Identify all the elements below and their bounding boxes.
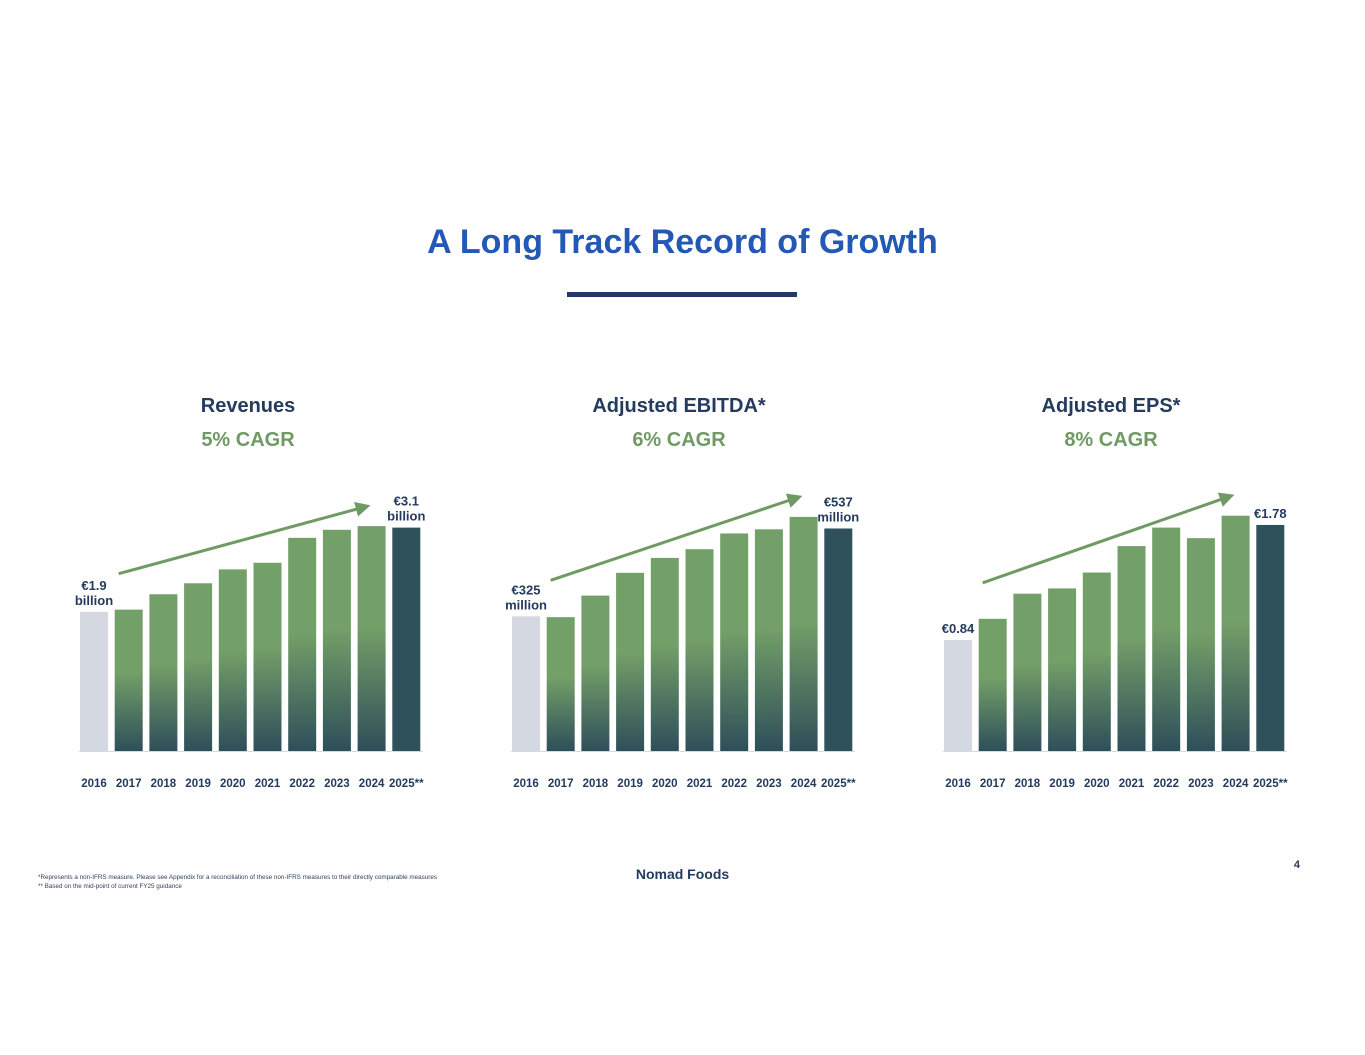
ebitda-chart: 2016 2017 2018 2019 2020 2021 2022 2023 2024 2025…: [505, 493, 859, 790]
x-tick-label: 2016: [945, 778, 971, 790]
x-tick-label: 2025**: [821, 778, 856, 790]
trend-arrow: [118, 502, 371, 576]
trend-arrow: [550, 493, 803, 582]
bar-2020: [1082, 572, 1111, 751]
bar-2016: [944, 639, 972, 751]
x-tick-label: 2025**: [1253, 778, 1288, 790]
bar-2021: [685, 549, 714, 751]
x-tick-label: 2022: [1153, 778, 1179, 790]
bar-2020: [218, 569, 247, 751]
bar-2022: [1152, 527, 1181, 751]
revenues-cagr: 5% CAGR: [201, 429, 295, 451]
x-tick-label: 2019: [185, 778, 211, 790]
footnote-non-ifrs: *Represents a non-IFRS measure. Please s…: [38, 874, 438, 881]
x-tick-label: 2022: [289, 778, 315, 790]
bar-2019: [616, 572, 645, 751]
bar-2017: [114, 609, 143, 751]
x-tick-label: 2021: [255, 778, 281, 790]
bar-2022: [720, 533, 749, 751]
x-tick-label: 2016: [513, 778, 539, 790]
bar-2017: [546, 617, 575, 751]
x-tick-label: 2018: [1015, 778, 1041, 790]
bar-2025: [1256, 524, 1285, 751]
bar-2018: [149, 594, 178, 751]
bar-2024: [357, 526, 386, 751]
bar-2017: [978, 618, 1007, 751]
title-underline: [567, 292, 797, 297]
bar-2023: [1186, 538, 1215, 751]
x-tick-label: 2023: [324, 778, 350, 790]
bar-2021: [253, 562, 282, 751]
page-title: A Long Track Record of Growth: [427, 223, 938, 261]
x-tick-label: 2024: [359, 778, 385, 790]
bar-2018: [1013, 593, 1042, 751]
revenues-chart-title: Revenues: [200, 395, 296, 417]
bar-2021: [1117, 546, 1146, 751]
bar-2023: [322, 529, 351, 751]
x-tick-label: 2023: [1188, 778, 1214, 790]
x-tick-label: 2017: [548, 778, 574, 790]
data-label: €1.9 billion: [75, 578, 113, 608]
x-tick-label: 2021: [687, 778, 713, 790]
x-tick-label: 2020: [1084, 778, 1110, 790]
x-tick-label: 2016: [81, 778, 107, 790]
x-tick-label: 2022: [721, 778, 747, 790]
bar-2025: [824, 528, 853, 751]
x-tick-label: 2019: [617, 778, 643, 790]
eps-chart: 2016 2017 2018 2019 2020 2021 2022 2023 2024 2025…: [942, 492, 1288, 790]
bar-2023: [754, 529, 783, 751]
bar-2022: [288, 537, 317, 751]
bar-2018: [581, 595, 610, 751]
bar-2025: [392, 527, 421, 751]
x-tick-label: 2019: [1049, 778, 1075, 790]
data-label: €537 million: [817, 494, 859, 524]
trend-arrow: [982, 492, 1235, 585]
x-tick-label: 2025**: [389, 778, 424, 790]
footnote-guidance: ** Based on the mid-point of current FY2…: [38, 883, 182, 890]
x-tick-label: 2017: [116, 778, 142, 790]
x-tick-label: 2020: [652, 778, 678, 790]
page-number: 4: [1293, 859, 1300, 871]
brand-logo: Nomad Foods: [635, 866, 730, 882]
revenues-chart: 2016 2017 2018 2019 2020 2021 2022 2023 2024 2025…: [75, 494, 426, 790]
bar-2024: [789, 516, 818, 751]
data-label: €3.1 billion: [387, 494, 425, 524]
x-tick-label: 2017: [980, 778, 1006, 790]
ebitda-chart-title: Adjusted EBITDA*: [592, 395, 766, 417]
bar-2016: [80, 611, 108, 751]
x-tick-label: 2018: [151, 778, 177, 790]
x-tick-label: 2020: [220, 778, 246, 790]
bar-2024: [1221, 515, 1250, 751]
x-tick-label: 2018: [583, 778, 609, 790]
eps-chart-title: Adjusted EPS*: [1041, 395, 1181, 417]
eps-cagr: 8% CAGR: [1064, 429, 1158, 451]
bar-2016: [512, 616, 540, 751]
ebitda-cagr: 6% CAGR: [632, 429, 726, 451]
x-tick-label: 2023: [756, 778, 782, 790]
bar-2019: [184, 583, 213, 751]
data-label: €0.84: [942, 621, 975, 636]
data-label: €1.78: [1254, 506, 1287, 521]
x-tick-label: 2024: [791, 778, 817, 790]
x-tick-label: 2024: [1223, 778, 1249, 790]
bar-2019: [1048, 588, 1077, 751]
data-label: €325 million: [505, 582, 547, 612]
bar-2020: [650, 557, 679, 751]
x-tick-label: 2021: [1119, 778, 1145, 790]
